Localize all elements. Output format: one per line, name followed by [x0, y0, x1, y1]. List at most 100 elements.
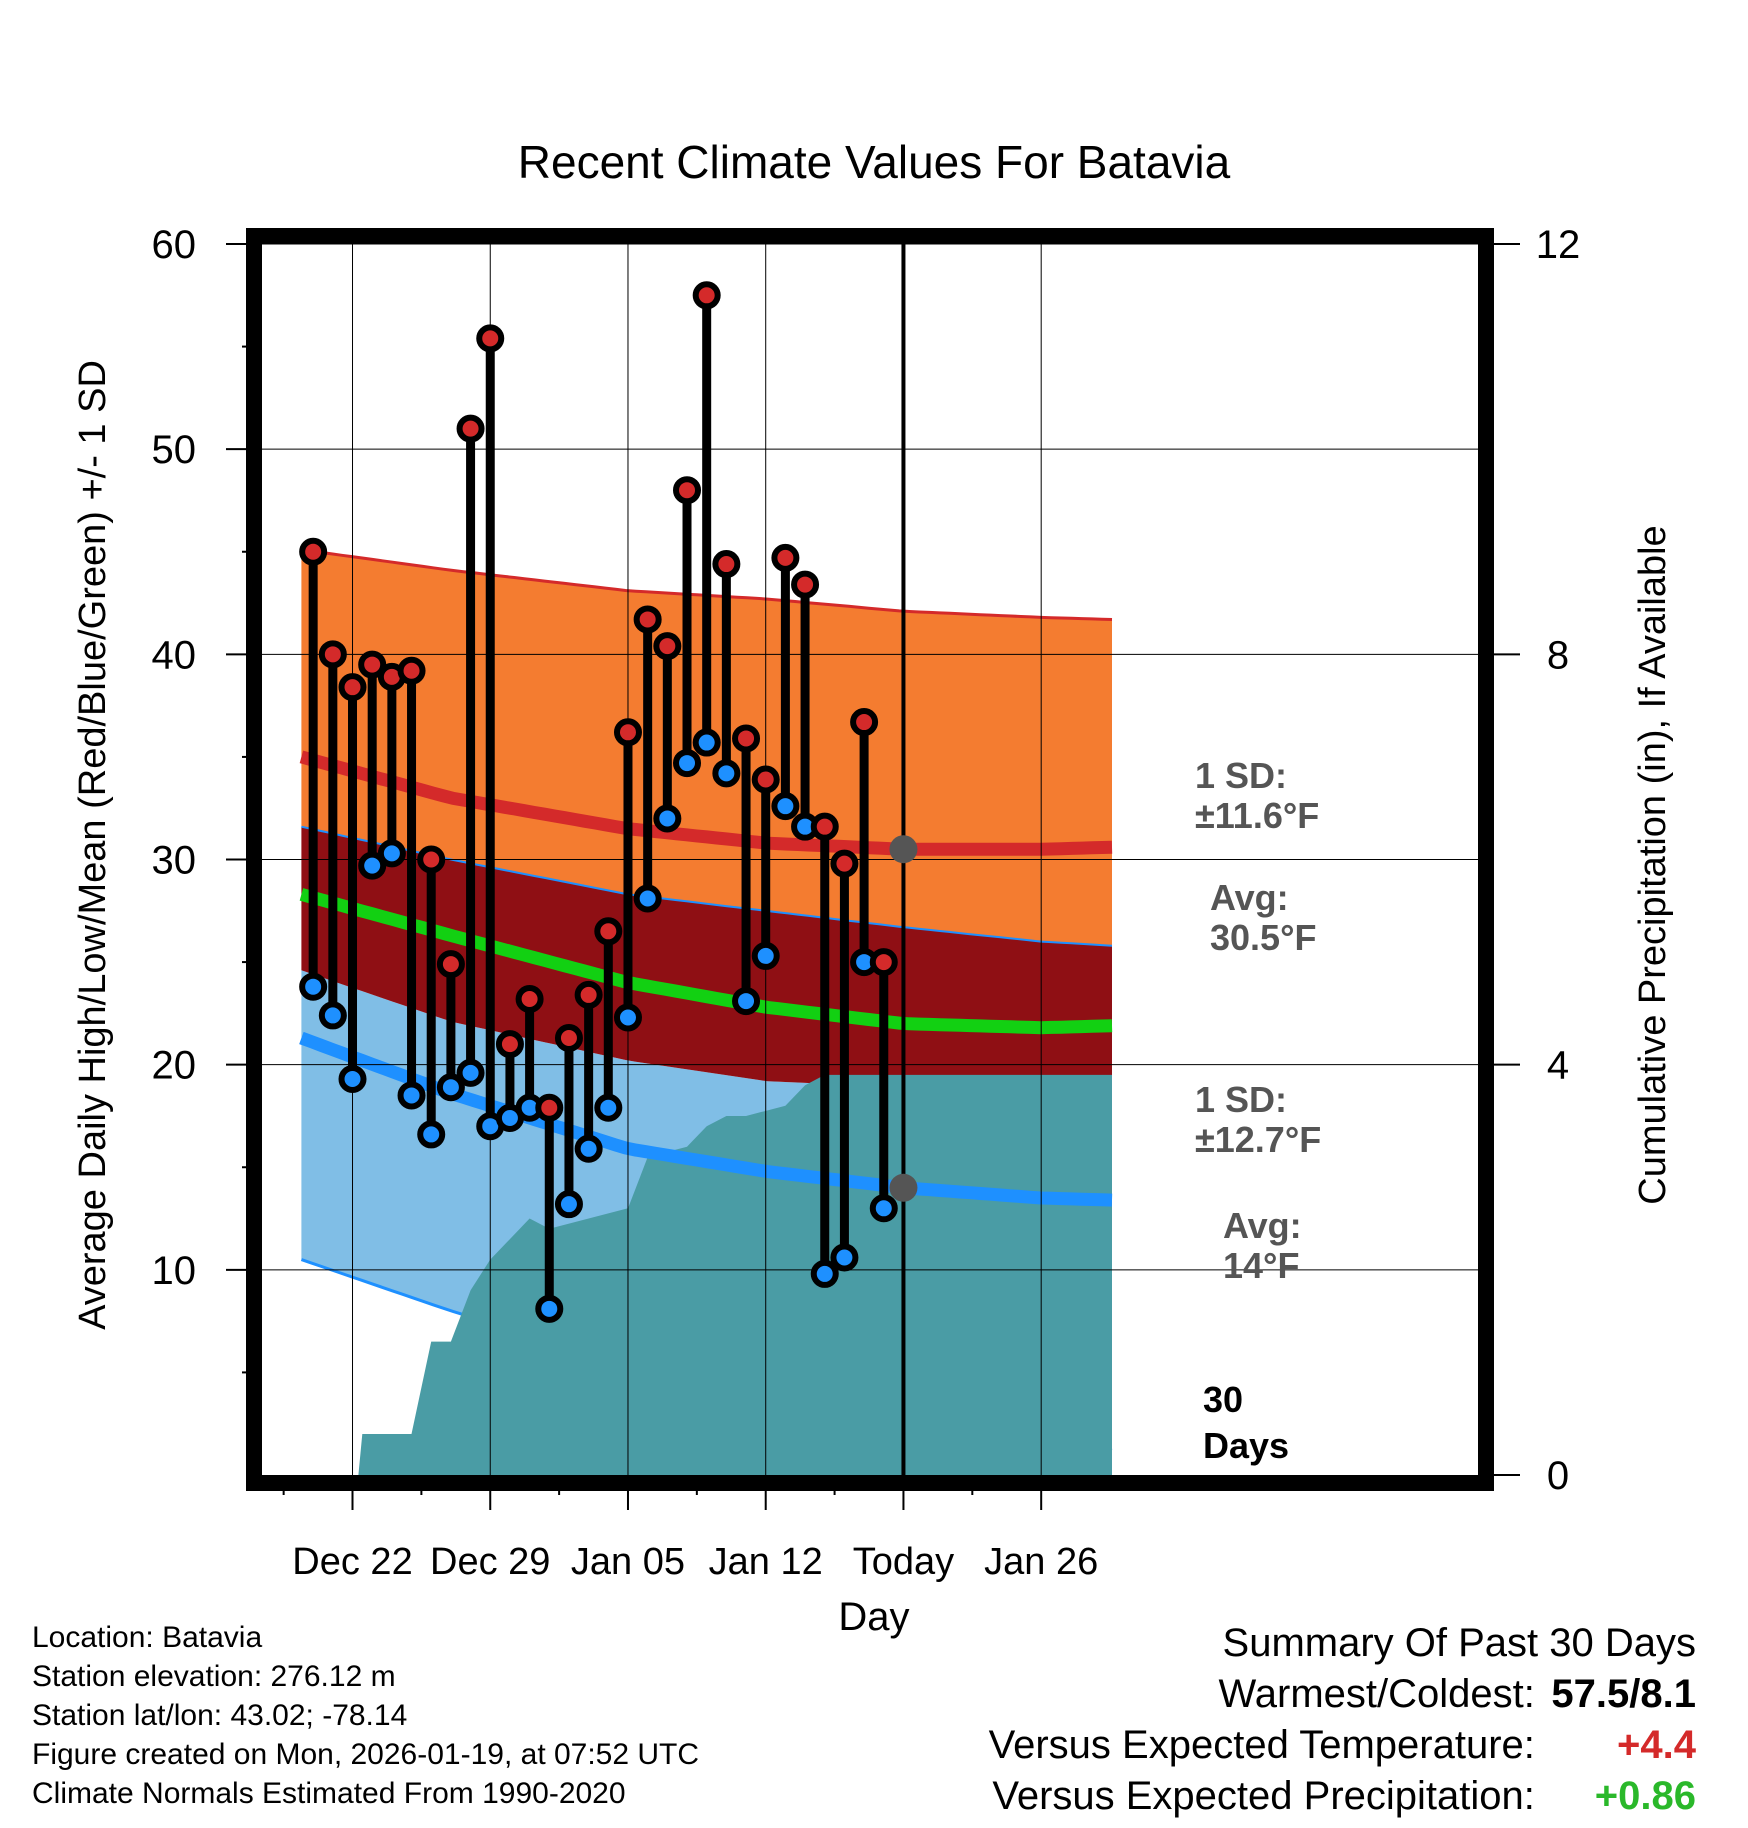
station-info: Location: Batavia Station elevation: 276…	[32, 1618, 699, 1813]
y-tick-label: 50	[152, 428, 197, 472]
y-tick-label: 40	[152, 633, 197, 677]
daily-low-point	[338, 1065, 367, 1094]
daily-low-point	[574, 1134, 603, 1163]
annotation-sd: 1 SD: ±11.6°F	[1195, 755, 1319, 836]
elevation-text: Station elevation: 276.12 m	[32, 1660, 396, 1693]
warmest-label: Warmest/Coldest:	[1218, 1672, 1535, 1716]
avg-marker	[889, 1173, 918, 1202]
days-label-line: Days	[1203, 1425, 1289, 1466]
daily-low-point	[712, 759, 741, 788]
daily-low-point	[613, 1003, 642, 1032]
annotation-line: Avg:	[1210, 877, 1289, 918]
y2-tick-label: 0	[1547, 1454, 1569, 1498]
daily-low-point	[554, 1190, 583, 1219]
x-tick-label: Dec 22	[292, 1541, 412, 1583]
daily-high-point	[633, 605, 662, 634]
summary-temp-row: Versus Expected Temperature: +4.4	[989, 1720, 1696, 1771]
daily-high-point	[515, 985, 544, 1014]
daily-high-point	[869, 948, 898, 977]
daily-low-point	[397, 1081, 426, 1110]
y-tick-label: 60	[152, 223, 197, 267]
y2-tick-label: 4	[1547, 1044, 1569, 1088]
daily-high-point	[830, 849, 859, 878]
daily-high-point	[732, 724, 761, 753]
annotation-avg: Avg: 30.5°F	[1210, 877, 1316, 958]
annotation-line: Avg:	[1223, 1205, 1302, 1246]
daily-high-point	[692, 281, 721, 310]
daily-low-point	[377, 839, 406, 868]
x-tick-label: Jan 26	[984, 1541, 1098, 1583]
location-text: Location: Batavia	[32, 1621, 263, 1654]
daily-low-point	[436, 1073, 465, 1102]
x-tick-label: Today	[853, 1541, 954, 1583]
daily-high-point	[791, 570, 820, 599]
annotation-line: ±11.6°F	[1195, 795, 1319, 836]
daily-low-point	[633, 884, 662, 913]
daily-low-point	[299, 972, 328, 1001]
y2-axis-label: Cumulative Precipitation (in), If Availa…	[1632, 525, 1674, 1204]
annotation-sd: 1 SD: ±12.7°F	[1195, 1079, 1321, 1160]
daily-high-point	[535, 1093, 564, 1122]
daily-high-point	[810, 812, 839, 841]
annotation-line: 14°F	[1223, 1245, 1299, 1286]
summary-title: Summary Of Past 30 Days	[1222, 1621, 1696, 1665]
daily-high-point	[594, 917, 623, 946]
annotation-line: ±12.7°F	[1195, 1119, 1321, 1160]
annotation-line: 1 SD:	[1195, 755, 1287, 796]
summary-panel: Summary Of Past 30 Days Warmest/Coldest:…	[989, 1618, 1696, 1822]
daily-low-point	[594, 1093, 623, 1122]
daily-low-point	[653, 804, 682, 833]
temp-label: Versus Expected Temperature:	[988, 1723, 1535, 1767]
y-axis-label: Average Daily High/Low/Mean (Red/Blue/Gr…	[72, 360, 114, 1330]
daily-high-point	[613, 718, 642, 747]
normals-text: Climate Normals Estimated From 1990-2020	[32, 1777, 626, 1810]
daily-low-point	[673, 749, 702, 778]
daily-low-point	[810, 1259, 839, 1288]
days-label: 30 Days	[1203, 1379, 1289, 1466]
daily-low-point	[751, 941, 780, 970]
days-label-line: 30	[1203, 1379, 1243, 1420]
precipitation-area	[301, 1074, 1112, 1475]
daily-low-point	[771, 792, 800, 821]
y-tick-label: 20	[152, 1044, 197, 1088]
daily-high-point	[476, 324, 505, 353]
annotation-line: 30.5°F	[1210, 917, 1316, 958]
x-tick-label: Dec 29	[430, 1541, 550, 1583]
x-axis-label: Day	[838, 1595, 909, 1639]
latlon-text: Station lat/lon: 43.02; -78.14	[32, 1699, 408, 1732]
daily-high-point	[653, 632, 682, 661]
daily-high-point	[417, 845, 446, 874]
precip-value: +0.86	[1594, 1774, 1696, 1818]
y-tick-label: 30	[152, 839, 197, 883]
daily-high-point	[436, 950, 465, 979]
warmest-value: 57.5/8.1	[1551, 1672, 1696, 1716]
summary-precip-row: Versus Expected Precipitation: +0.86	[989, 1771, 1696, 1822]
chart-title: Recent Climate Values For Batavia	[518, 136, 1231, 188]
daily-high-point	[751, 765, 780, 794]
temp-value: +4.4	[1617, 1723, 1696, 1767]
daily-high-point	[397, 656, 426, 685]
x-tick-label: Jan 05	[571, 1541, 685, 1583]
summary-warmest-row: Warmest/Coldest: 57.5/8.1	[989, 1669, 1697, 1720]
daily-high-point	[495, 1030, 524, 1059]
avg-mean-line	[299, 888, 1113, 1035]
y2-tick-label: 12	[1536, 223, 1581, 267]
avg-high-line	[299, 750, 1113, 856]
y2-tick-label: 8	[1547, 633, 1569, 677]
avg-low-line	[299, 1031, 1113, 1207]
daily-high-point	[554, 1023, 583, 1052]
daily-low-point	[456, 1058, 485, 1087]
daily-high-point	[673, 476, 702, 505]
daily-high-point	[318, 640, 347, 669]
annotation-line: 1 SD:	[1195, 1079, 1287, 1120]
daily-high-point	[850, 708, 879, 737]
daily-high-point	[771, 543, 800, 572]
daily-low-point	[358, 851, 387, 880]
daily-low-point	[318, 1001, 347, 1030]
daily-high-point	[299, 537, 328, 566]
daily-high-point	[712, 550, 741, 579]
precip-label: Versus Expected Precipitation:	[992, 1774, 1535, 1818]
daily-low-point	[535, 1294, 564, 1323]
y-tick-label: 10	[152, 1249, 197, 1293]
daily-high-point	[338, 673, 367, 702]
